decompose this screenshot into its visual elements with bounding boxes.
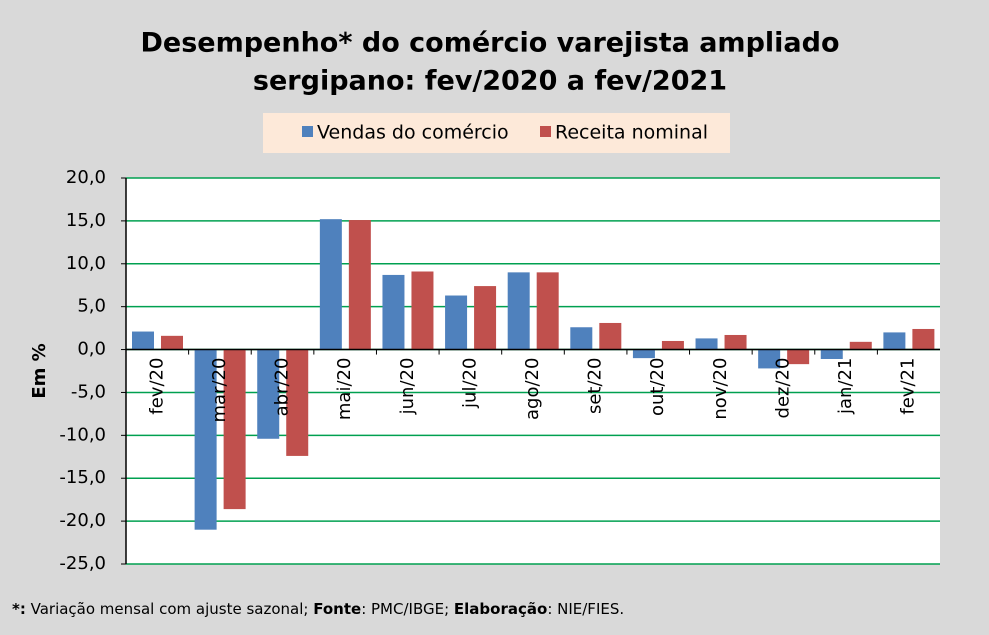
bar	[132, 331, 154, 350]
bar	[286, 349, 309, 456]
legend-swatch	[540, 126, 551, 137]
footnote-part: Fonte	[313, 600, 361, 618]
bar	[507, 272, 530, 350]
chart-title: sergipano: fev/2020 a fev/2021	[253, 66, 727, 97]
footnote-part: Elaboração	[454, 600, 547, 618]
footnote-part: : NIE/FIES.	[547, 600, 624, 618]
x-tick-label: fev/21	[898, 358, 919, 415]
x-tick-label: ago/20	[522, 358, 543, 420]
bar	[536, 272, 559, 350]
y-tick-label: 15,0	[66, 210, 106, 231]
y-tick-label: -10,0	[59, 424, 106, 445]
bar	[257, 349, 280, 439]
bar	[758, 349, 781, 369]
bar	[661, 340, 684, 350]
x-tick-label: set/20	[585, 358, 606, 414]
y-tick-label: -20,0	[59, 510, 106, 531]
x-tick-label: fev/20	[146, 358, 167, 415]
bar	[445, 295, 468, 350]
bar	[787, 349, 810, 365]
bar	[883, 332, 906, 350]
y-tick-label: -25,0	[59, 553, 106, 574]
legend-label: Vendas do comércio	[317, 122, 509, 144]
bar	[820, 349, 843, 359]
bar	[223, 349, 246, 510]
bar	[724, 334, 747, 350]
bar	[695, 338, 718, 350]
bar	[570, 327, 593, 350]
bar	[194, 349, 217, 530]
footnote-part: Variação mensal com ajuste sazonal;	[26, 600, 313, 618]
bar	[912, 328, 935, 350]
bar	[319, 219, 342, 350]
y-tick-label: 0,0	[77, 339, 106, 360]
bar	[632, 349, 655, 359]
bar	[411, 271, 434, 350]
x-tick-label: mai/20	[334, 358, 355, 421]
bar	[849, 341, 872, 350]
y-tick-label: 5,0	[77, 296, 106, 317]
x-tick-label: out/20	[647, 358, 668, 416]
x-tick-label: jun/20	[397, 358, 418, 416]
bar	[382, 274, 405, 350]
y-tick-label: -15,0	[59, 467, 106, 488]
x-tick-label: mar/20	[209, 358, 230, 423]
x-tick-label: nov/20	[710, 358, 731, 420]
footnote-part: *:	[12, 600, 26, 618]
bar	[474, 286, 497, 350]
bar	[599, 322, 622, 350]
legend	[263, 113, 730, 153]
footnote-part: : PMC/IBGE;	[361, 600, 454, 618]
x-tick-label: jan/21	[835, 358, 856, 415]
x-tick-label: abr/20	[272, 358, 293, 417]
y-tick-label: 20,0	[66, 167, 106, 188]
bar	[161, 335, 183, 350]
x-tick-label: dez/20	[772, 358, 793, 419]
footnote: *: Variação mensal com ajuste sazonal; F…	[12, 600, 624, 618]
legend-swatch	[302, 126, 313, 137]
y-tick-label: 10,0	[66, 253, 106, 274]
y-tick-label: -5,0	[71, 381, 106, 402]
x-tick-label: jul/20	[459, 358, 480, 409]
legend-label: Receita nominal	[555, 122, 708, 144]
bar	[348, 220, 371, 350]
chart-title: Desempenho* do comércio varejista amplia…	[140, 28, 839, 59]
y-axis-label: Em %	[29, 343, 50, 398]
